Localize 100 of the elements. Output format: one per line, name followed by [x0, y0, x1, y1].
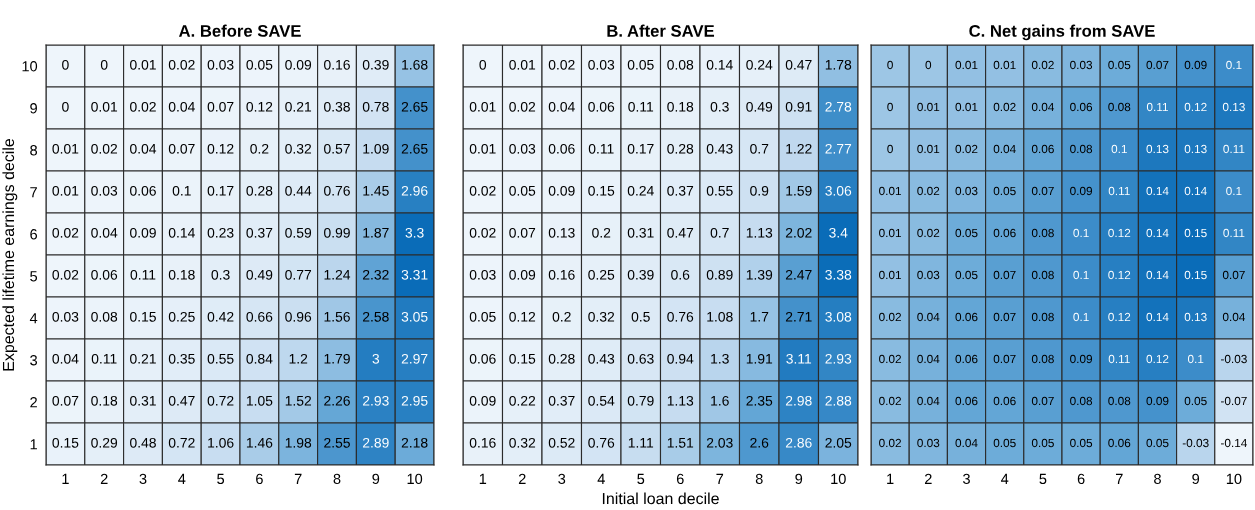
data-label: 1.6	[711, 395, 729, 406]
data-label: 0	[62, 101, 69, 112]
chart-title: B. After SAVE	[607, 24, 715, 37]
data-label: 0.14	[1146, 186, 1169, 196]
data-label: 0.39	[627, 269, 654, 280]
data-label: 3.38	[825, 269, 852, 280]
data-label: 1.11	[628, 438, 654, 448]
data-label: 0.14	[1146, 312, 1169, 322]
x-tick-label: 6	[1077, 473, 1085, 485]
data-label: 0.24	[746, 59, 773, 70]
data-label: 0.08	[1070, 396, 1093, 406]
data-label: -0.14	[1220, 438, 1248, 448]
data-label: 0.02	[130, 101, 156, 112]
data-label: 0.08	[1031, 354, 1054, 364]
data-label: 0.79	[627, 395, 654, 406]
data-label: 0.07	[52, 395, 79, 406]
data-label: 0.31	[130, 395, 156, 406]
data-label: 0.43	[588, 353, 615, 364]
data-label: 0.49	[246, 269, 273, 280]
data-label: 0.04	[52, 353, 79, 364]
data-label: 1.98	[285, 437, 312, 448]
data-label: 0.01	[879, 186, 902, 196]
x-tick-label: 8	[1154, 473, 1161, 485]
data-label: 0.03	[1070, 60, 1093, 70]
data-label: 0.07	[168, 143, 195, 154]
data-label: 0.08	[1031, 228, 1054, 238]
data-label: 0.55	[207, 353, 234, 364]
data-label: 2.65	[401, 101, 428, 112]
data-label: 3.05	[401, 311, 428, 322]
data-label: 2.78	[825, 101, 852, 112]
data-label: 0.01	[130, 59, 156, 70]
data-label: 0.05	[246, 59, 273, 70]
data-label: 0.72	[207, 395, 234, 406]
data-label: 0.18	[667, 101, 694, 112]
data-label: 0.02	[879, 312, 901, 322]
data-label: 0.05	[1108, 60, 1131, 70]
data-label: 0.3	[710, 101, 729, 112]
data-label: 0.09	[469, 395, 496, 406]
data-label: 0	[887, 60, 893, 70]
data-label: 0.05	[469, 311, 496, 322]
data-label: 2.58	[362, 311, 389, 322]
data-label: 0.47	[785, 59, 812, 70]
data-label: 0.06	[993, 228, 1016, 238]
data-label: 0.18	[168, 269, 195, 280]
data-label: 0.13	[1222, 102, 1245, 112]
data-label: 0.14	[1184, 186, 1207, 196]
data-label: 0.06	[1070, 102, 1093, 112]
data-label: 1.79	[324, 353, 350, 364]
data-label: 0.16	[548, 269, 575, 280]
y-tick-label: 5	[30, 271, 38, 282]
data-label: 0.01	[879, 228, 902, 238]
data-label: 0.32	[285, 143, 312, 154]
data-label: 0.06	[1031, 144, 1054, 154]
data-label: 0.04	[917, 396, 940, 406]
data-label: 0.06	[1108, 438, 1131, 448]
data-label: 0.48	[130, 437, 156, 448]
data-label: 0.16	[469, 437, 496, 448]
data-label: 0.04	[917, 354, 940, 364]
data-label: 0.12	[1184, 102, 1207, 112]
data-label: 1.7	[750, 312, 769, 322]
data-label: 0.09	[130, 227, 156, 238]
data-label: 2.02	[785, 227, 812, 238]
data-label: 0.23	[207, 227, 234, 238]
data-label: 0.24	[627, 185, 654, 196]
data-label: 0.11	[1108, 354, 1130, 364]
y-axis-title: Expected lifetime earnings decile	[2, 138, 18, 371]
data-label: 0.02	[993, 102, 1016, 112]
data-label: 0.39	[362, 59, 389, 70]
data-label: 0.1	[172, 185, 191, 196]
data-label: 0.07	[1031, 186, 1054, 196]
data-label: 2.32	[362, 269, 389, 280]
data-label: 0.09	[1146, 396, 1169, 406]
data-label: 0.01	[955, 102, 978, 112]
data-label: 0.11	[1108, 186, 1130, 196]
data-label: 0.03	[588, 59, 615, 70]
data-label: 1.56	[324, 311, 350, 322]
data-label: 1.13	[746, 227, 773, 238]
data-label: 0.15	[52, 437, 79, 448]
data-label: 1.24	[324, 269, 351, 280]
data-label: 0.08	[1031, 270, 1054, 280]
data-label: 0.02	[52, 269, 79, 280]
data-label: 1.2	[289, 353, 308, 364]
data-label: 0.02	[91, 143, 118, 154]
data-label: 0.1	[1073, 270, 1089, 280]
x-tick-label: 8	[755, 473, 763, 485]
x-tick-label: 3	[558, 473, 566, 485]
data-label: 0.37	[667, 185, 694, 196]
data-label: 0.77	[285, 269, 312, 280]
data-label: 0.04	[130, 143, 157, 154]
data-label: 0.52	[548, 437, 575, 448]
data-label: 0.02	[879, 438, 901, 448]
data-label: 0.28	[548, 353, 575, 364]
data-label: 0.6	[671, 269, 690, 280]
data-label: 1.59	[786, 185, 812, 196]
data-label: 0.04	[1222, 312, 1246, 322]
data-label: 0.15	[509, 353, 536, 364]
data-label: 0.04	[168, 101, 195, 112]
data-label: 1.68	[402, 59, 428, 70]
data-label: 1.08	[707, 311, 733, 322]
chart-title: C. Net gains from SAVE	[969, 24, 1155, 41]
